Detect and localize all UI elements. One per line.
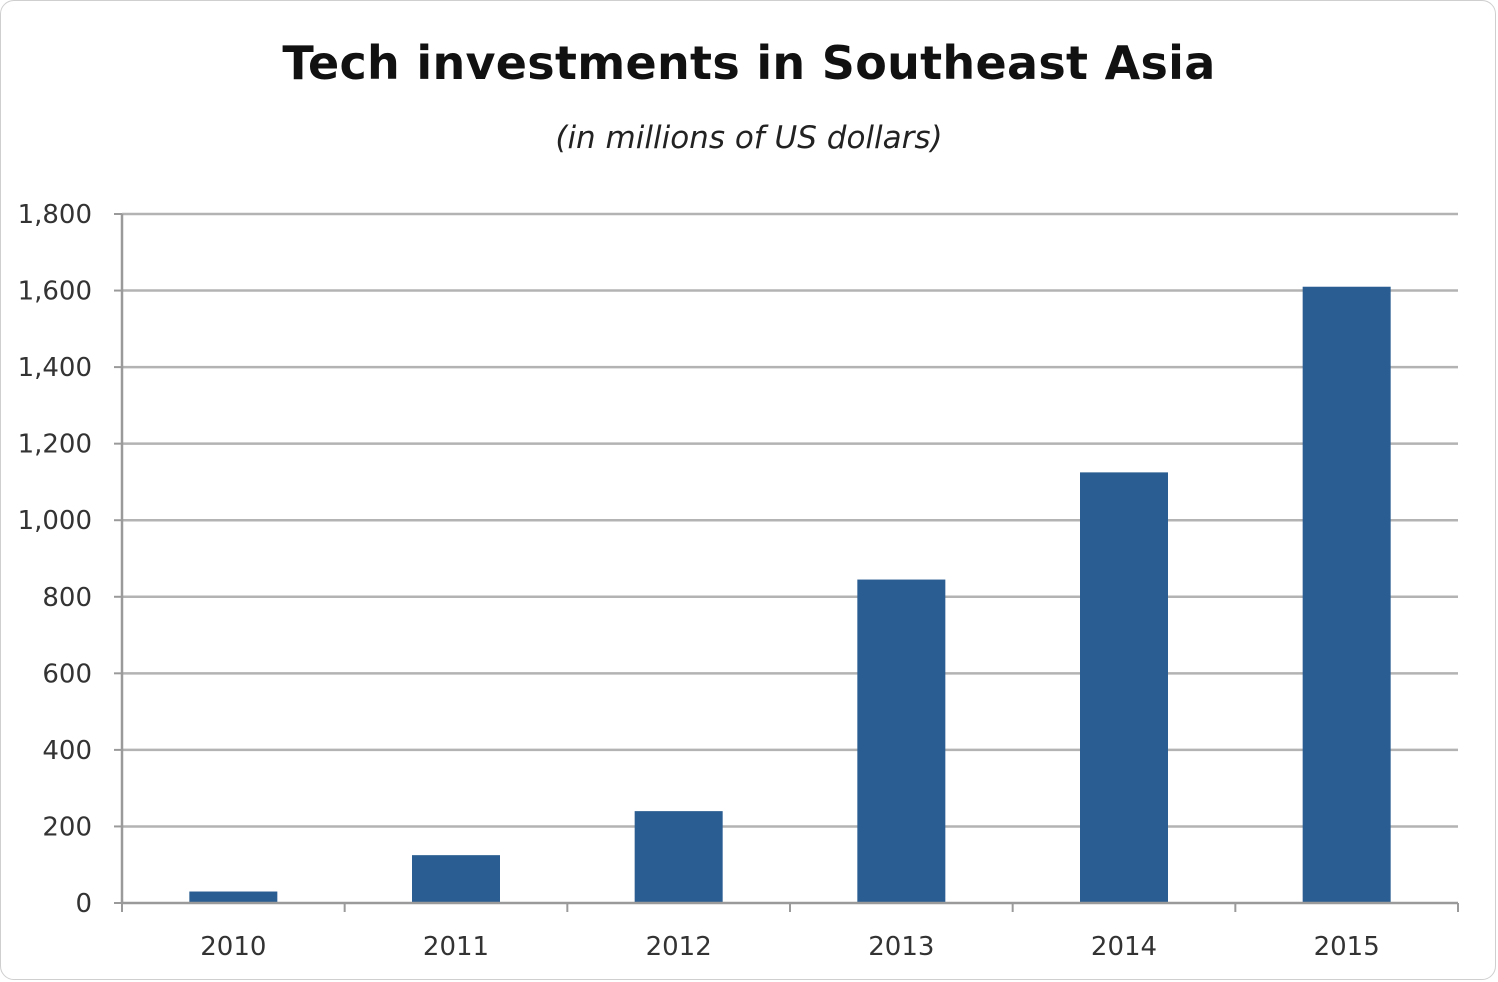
y-tick-label: 0 [75,889,92,919]
bar-2015 [1303,287,1391,903]
x-tick-label: 2015 [1314,932,1380,962]
y-tick-label: 1,600 [18,277,92,307]
y-tick-label: 1,200 [18,430,92,460]
bar-2011 [412,855,500,903]
x-tick-label: 2012 [646,932,712,962]
x-tick-label: 2010 [200,932,266,962]
x-tick-label: 2014 [1091,932,1157,962]
bar-2010 [189,892,277,903]
y-tick-label: 400 [42,736,92,766]
bars [189,287,1390,903]
bar-2014 [1080,472,1168,903]
gridlines [122,214,1458,826]
y-tick-label: 200 [42,812,92,842]
y-tick-label: 600 [42,659,92,689]
x-tick-label: 2013 [868,932,934,962]
y-tick-label: 1,800 [18,200,92,230]
y-tick-label: 1,400 [18,353,92,383]
bar-2012 [635,811,723,903]
x-tick-label: 2011 [423,932,489,962]
y-tick-label: 1,000 [18,506,92,536]
y-tick-label: 800 [42,583,92,613]
axes [114,214,1458,912]
bar-2013 [857,580,945,903]
